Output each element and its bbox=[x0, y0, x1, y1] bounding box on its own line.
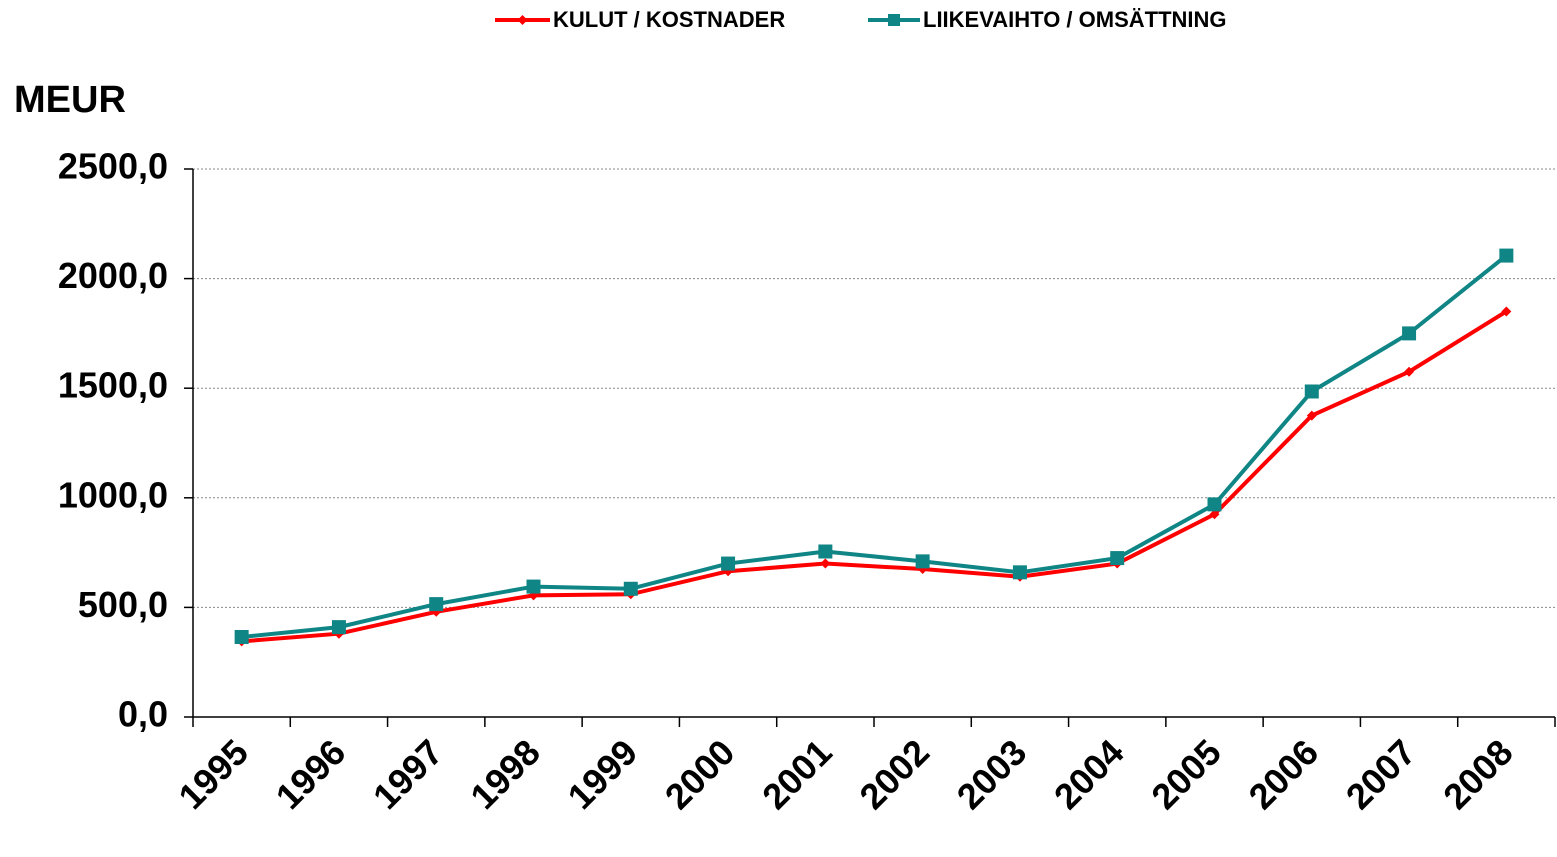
data-point bbox=[721, 556, 736, 571]
x-tick-label: 2002 bbox=[851, 731, 937, 817]
data-point bbox=[1402, 326, 1417, 341]
x-tick-label: 2005 bbox=[1143, 731, 1229, 817]
data-point bbox=[234, 629, 249, 644]
x-tick-label: 2003 bbox=[949, 731, 1035, 817]
data-point bbox=[429, 597, 444, 612]
x-tick-label: 2008 bbox=[1435, 731, 1521, 817]
x-tick-label: 2001 bbox=[754, 731, 840, 817]
data-point bbox=[331, 620, 346, 635]
x-tick-label: 1996 bbox=[268, 731, 354, 817]
data-point bbox=[1209, 509, 1220, 520]
legend-marker bbox=[517, 15, 528, 25]
data-point bbox=[1207, 497, 1222, 512]
y-axis-label: MEUR bbox=[14, 79, 126, 121]
data-point bbox=[623, 581, 638, 596]
data-point bbox=[1110, 551, 1125, 566]
y-tick-label: 0,0 bbox=[118, 694, 168, 735]
x-tick-label: 2004 bbox=[1046, 731, 1132, 817]
x-tick-label: 2006 bbox=[1241, 731, 1327, 817]
data-point bbox=[526, 579, 541, 594]
x-tick-label: 1997 bbox=[365, 731, 451, 817]
legend-marker bbox=[888, 14, 900, 26]
data-point bbox=[1012, 565, 1027, 580]
data-point bbox=[1499, 248, 1514, 263]
y-tick-label: 2500,0 bbox=[58, 146, 168, 187]
data-point bbox=[1501, 306, 1512, 317]
y-tick-label: 500,0 bbox=[78, 584, 168, 625]
x-tick-label: 1999 bbox=[560, 731, 646, 817]
data-point bbox=[1404, 366, 1415, 377]
y-tick-label: 1000,0 bbox=[58, 474, 168, 515]
data-point bbox=[818, 544, 833, 559]
series-line bbox=[241, 254, 1508, 639]
legend-label: KULUT / KOSTNADER bbox=[553, 7, 785, 32]
y-tick-label: 1500,0 bbox=[58, 365, 168, 406]
data-point bbox=[1306, 410, 1317, 421]
data-point bbox=[915, 554, 930, 569]
legend-label: LIIKEVAIHTO / OMSÄTTNING bbox=[923, 7, 1227, 32]
data-point bbox=[820, 558, 831, 569]
x-tick-label: 1998 bbox=[462, 731, 548, 817]
series-line bbox=[241, 309, 1508, 644]
x-tick-label: 2007 bbox=[1338, 731, 1424, 817]
x-tick-label: 2000 bbox=[657, 731, 743, 817]
data-point bbox=[1304, 384, 1319, 399]
x-tick-label: 1995 bbox=[170, 731, 256, 817]
y-tick-label: 2000,0 bbox=[58, 255, 168, 296]
